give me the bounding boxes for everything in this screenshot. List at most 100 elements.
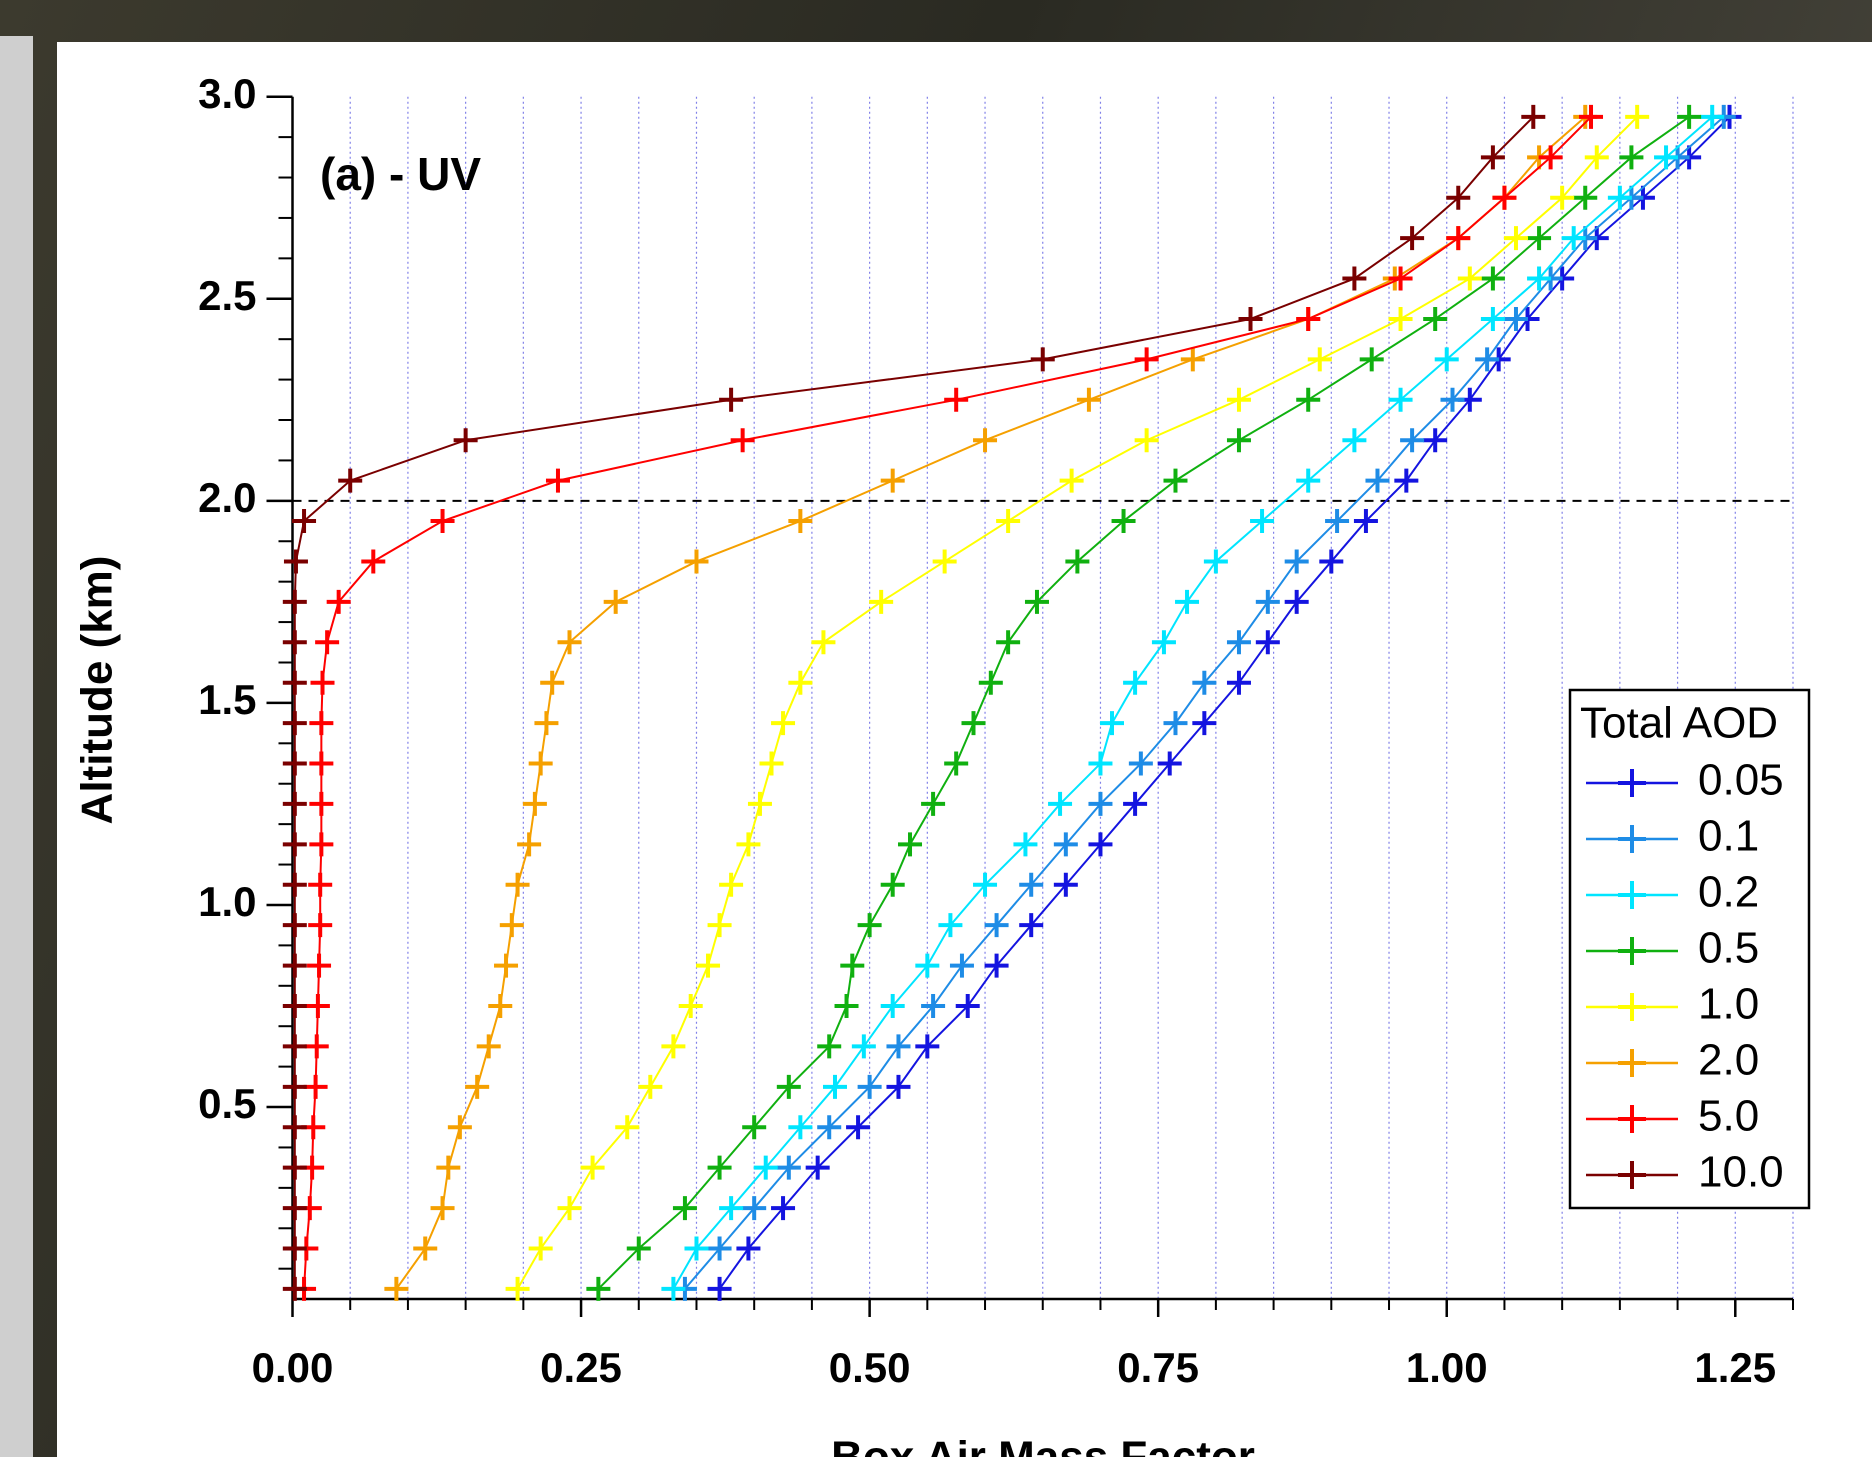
marker	[840, 953, 865, 978]
legend-marker	[1618, 1161, 1646, 1189]
marker	[1180, 347, 1205, 372]
marker	[857, 1074, 882, 1099]
legend-marker	[1618, 1105, 1646, 1133]
marker	[984, 913, 1009, 938]
marker	[282, 1155, 307, 1180]
marker	[1561, 226, 1586, 251]
marker	[978, 670, 1003, 695]
marker	[846, 1115, 871, 1140]
marker	[915, 953, 940, 978]
x-tick-label: 0.50	[829, 1344, 911, 1391]
marker	[661, 1034, 686, 1059]
marker	[736, 1236, 761, 1261]
marker	[282, 1034, 307, 1059]
marker	[557, 630, 582, 655]
marker	[1238, 306, 1263, 331]
marker	[1527, 266, 1552, 291]
marker	[1527, 226, 1552, 251]
marker	[413, 1236, 438, 1261]
marker	[1226, 630, 1251, 655]
marker	[684, 549, 709, 574]
marker	[1192, 711, 1217, 736]
legend-marker	[1618, 1049, 1646, 1077]
marker	[309, 791, 334, 816]
x-tick-label: 0.25	[540, 1344, 622, 1391]
legend-marker	[1618, 881, 1646, 909]
marker	[1584, 145, 1609, 170]
marker	[1625, 104, 1650, 129]
marker	[915, 1034, 940, 1059]
marker	[545, 468, 570, 493]
marker	[309, 711, 334, 736]
marker	[282, 1276, 307, 1301]
marker	[805, 1155, 830, 1180]
marker	[283, 549, 308, 574]
marker	[817, 1115, 842, 1140]
y-tick-label: 3.0	[198, 70, 256, 117]
marker	[771, 711, 796, 736]
marker	[447, 1115, 472, 1140]
marker	[1700, 104, 1725, 129]
marker	[1446, 185, 1471, 210]
marker	[465, 1074, 490, 1099]
marker	[898, 832, 923, 857]
marker	[1030, 347, 1055, 372]
marker	[1607, 185, 1632, 210]
marker	[1388, 387, 1413, 412]
marker	[282, 953, 307, 978]
marker	[1359, 347, 1384, 372]
marker	[1503, 306, 1528, 331]
marker	[776, 1155, 801, 1180]
y-tick-label: 2.5	[198, 272, 256, 319]
marker	[736, 832, 761, 857]
marker	[788, 670, 813, 695]
marker	[822, 1074, 847, 1099]
marker	[292, 509, 317, 534]
marker	[1053, 832, 1078, 857]
marker	[304, 1034, 329, 1059]
marker	[315, 630, 340, 655]
series-line	[718, 116, 1731, 1290]
marker	[1134, 347, 1159, 372]
marker	[1088, 832, 1113, 857]
series-line	[684, 116, 1725, 1290]
marker	[307, 953, 332, 978]
x-tick-label: 0.75	[1117, 1344, 1199, 1391]
marker	[557, 1196, 582, 1221]
y-tick-label: 1.0	[198, 878, 256, 925]
marker	[984, 953, 1009, 978]
marker	[1457, 266, 1482, 291]
legend-label: 2.0	[1698, 1036, 1759, 1085]
marker	[788, 509, 813, 534]
marker	[430, 1196, 455, 1221]
legend: Total AOD 0.05 0.1 0.2 0.5 1.0 2.0 5.0 10.0	[1568, 688, 1811, 1210]
marker	[1538, 145, 1563, 170]
x-tick-label: 0.00	[252, 1344, 334, 1391]
marker	[1342, 266, 1367, 291]
marker	[1255, 589, 1280, 614]
marker	[282, 1115, 307, 1140]
x-axis-label: Box Air Mass Factor	[831, 1433, 1255, 1457]
marker	[494, 953, 519, 978]
marker	[1654, 145, 1679, 170]
legend-marker	[1618, 769, 1646, 797]
legend-title: Total AOD	[1580, 699, 1778, 748]
marker	[1163, 711, 1188, 736]
marker	[1053, 872, 1078, 897]
marker	[944, 387, 969, 412]
marker	[932, 549, 957, 574]
marker	[880, 872, 905, 897]
marker	[1307, 347, 1332, 372]
marker	[1446, 226, 1471, 251]
marker	[1250, 509, 1275, 534]
marker	[361, 549, 386, 574]
marker	[430, 509, 455, 534]
marker	[1192, 670, 1217, 695]
marker	[282, 751, 307, 776]
marker	[949, 953, 974, 978]
marker	[1123, 670, 1148, 695]
marker	[996, 630, 1021, 655]
marker	[305, 994, 330, 1018]
